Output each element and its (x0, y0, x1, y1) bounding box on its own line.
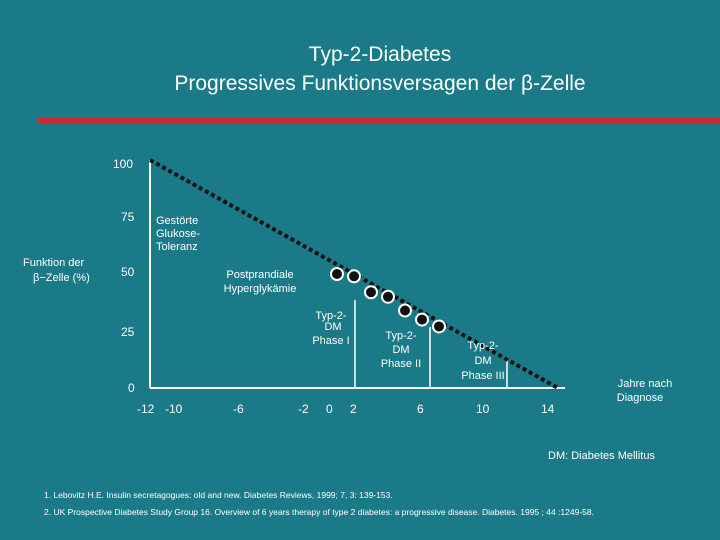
phase-label-igt: Toleranz (156, 241, 198, 253)
y-axis-label-line: Funktion der (23, 257, 84, 269)
x-axis-label-line: Diagnose (617, 392, 663, 404)
data-point-marker (364, 285, 378, 300)
x-tick-label: -2 (298, 402, 309, 416)
x-tick-label: 6 (417, 402, 424, 416)
data-point-marker (381, 289, 395, 304)
chart-title-line-1: Typ-2-Diabetes (308, 43, 452, 66)
x-tick-label: 2 (350, 402, 357, 416)
x-tick-label: -6 (233, 402, 244, 416)
phase-label-dm1: Phase I (312, 335, 349, 347)
phase-label-igt: Glukose- (156, 228, 200, 240)
phase-label-dm2: Typ-2- (385, 330, 417, 342)
x-axis-label-line: Jahre nach (618, 378, 672, 390)
phase-label-dm3: DM (474, 355, 491, 367)
phase-label-dm1: DM (324, 321, 341, 333)
footnote-2: 2. UK Prospective Diabetes Study Group 1… (44, 507, 594, 517)
data-point-marker (330, 267, 344, 281)
phase-label-dm2: Phase II (381, 358, 421, 370)
data-point-marker (347, 269, 361, 284)
footnote-1: 1. Lebovitz H.E. Insulin secretagogues: … (44, 490, 393, 500)
phase-label-dm3: Phase III (461, 370, 504, 382)
x-tick-label: 0 (326, 402, 333, 416)
y-tick-label: 50 (121, 265, 135, 279)
phase-label-postprandial: Hyperglykämie (224, 283, 297, 295)
data-point-marker (415, 312, 429, 327)
x-tick-label: -10 (165, 402, 183, 416)
marker-series (330, 267, 446, 334)
phase-label-dm1: Typ-2- (315, 310, 347, 322)
data-point-marker (432, 319, 446, 334)
y-axis-label-line: β−Zelle (%) (33, 272, 90, 284)
phase-label-igt: Gestörte (156, 215, 198, 227)
chart-title-line-2: Progressives Funktionsversagen der β-Zel… (174, 72, 586, 95)
y-tick-label: 100 (113, 157, 133, 171)
y-tick-label: 0 (128, 381, 135, 395)
data-point-marker (398, 303, 412, 318)
title-divider (37, 118, 720, 123)
phase-label-dm3: Typ-2- (467, 340, 499, 352)
x-tick-label: 14 (541, 402, 555, 416)
phase-label-postprandial: Postprandiale (226, 269, 293, 281)
x-tick-label: -12 (137, 402, 155, 416)
x-tick-label: 10 (476, 402, 490, 416)
y-tick-label: 75 (121, 210, 135, 224)
abbreviation-note: DM: Diabetes Mellitus (548, 450, 655, 462)
phase-label-dm2: DM (392, 344, 409, 356)
y-tick-label: 25 (121, 325, 135, 339)
